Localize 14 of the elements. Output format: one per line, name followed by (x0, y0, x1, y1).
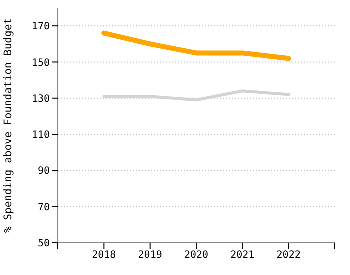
y-tick-label: 130 (32, 94, 50, 105)
y-tick-label: 50 (38, 238, 50, 250)
x-tick-label: 2018 (92, 250, 116, 262)
y-tick-label: 170 (32, 22, 50, 33)
x-tick-label: 2019 (138, 250, 162, 262)
y-tick-label: 90 (38, 166, 50, 178)
x-tick-label: 2021 (230, 250, 255, 262)
y-tick-label: 150 (32, 58, 50, 69)
x-tick-label: 2020 (184, 250, 209, 262)
x-tick-label: 2022 (276, 250, 301, 262)
y-tick-label: 110 (32, 130, 50, 142)
y-axis-title: % Spending above Foundation Budget (2, 18, 15, 233)
y-tick-label: 70 (38, 202, 50, 214)
line-series (102, 90, 290, 102)
